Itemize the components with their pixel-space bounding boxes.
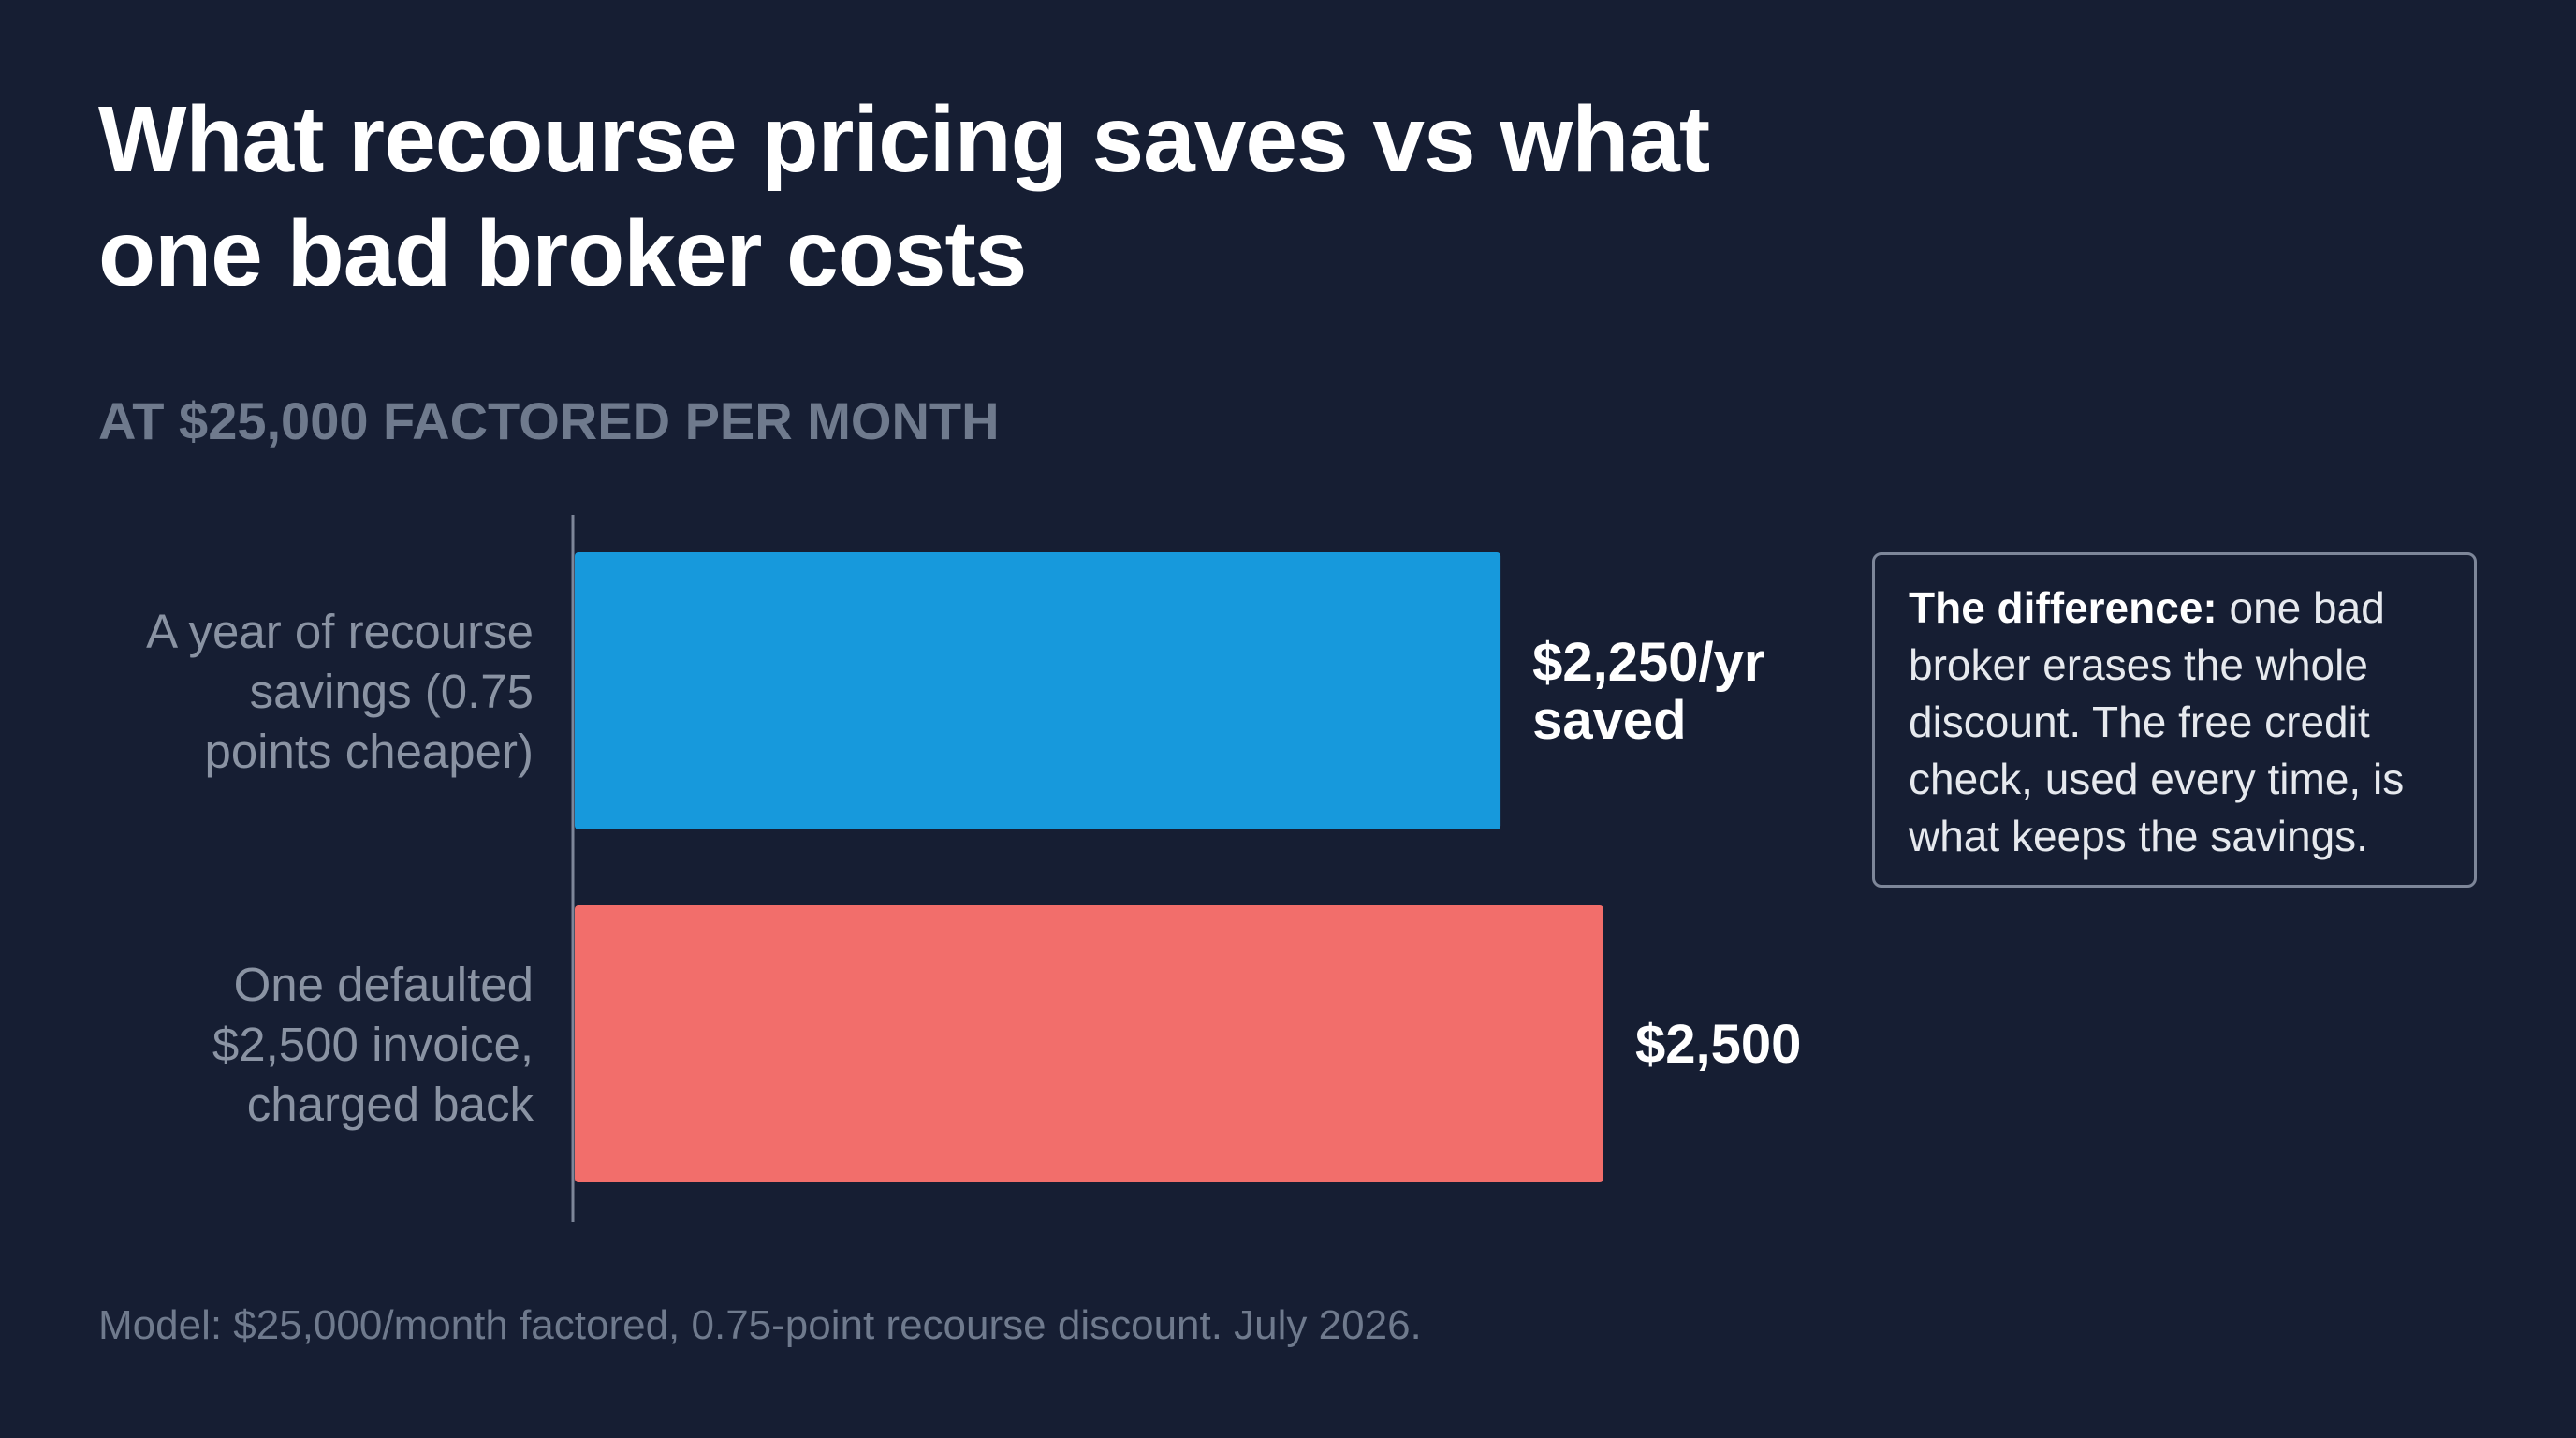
bar-group: A year of recourse savings (0.75 points ch… — [146, 552, 1801, 1182]
chart-subtitle: AT $25,000 FACTORED PER MONTH — [98, 391, 1000, 450]
bar-1 — [575, 552, 1501, 829]
footnote: Model: $25,000/month factored, 0.75-poin… — [98, 1302, 1422, 1348]
value-label-2: $2,500 — [1635, 1014, 1801, 1075]
category-label-2: One defaulted $2,500 invoice, charged back — [212, 958, 534, 1131]
chart-title: What recourse pricing saves vs what one … — [98, 87, 1710, 306]
callout-box: The difference: one bad broker erases th… — [1872, 552, 2477, 888]
bar-2 — [575, 905, 1603, 1182]
value-label-1: $2,250/yr saved — [1532, 632, 1764, 751]
callout-body: one bad broker erases the whole discount… — [1909, 583, 2405, 860]
category-label-1: A year of recourse savings (0.75 points ch… — [146, 605, 534, 778]
callout-lead: The difference: — [1909, 583, 2217, 632]
